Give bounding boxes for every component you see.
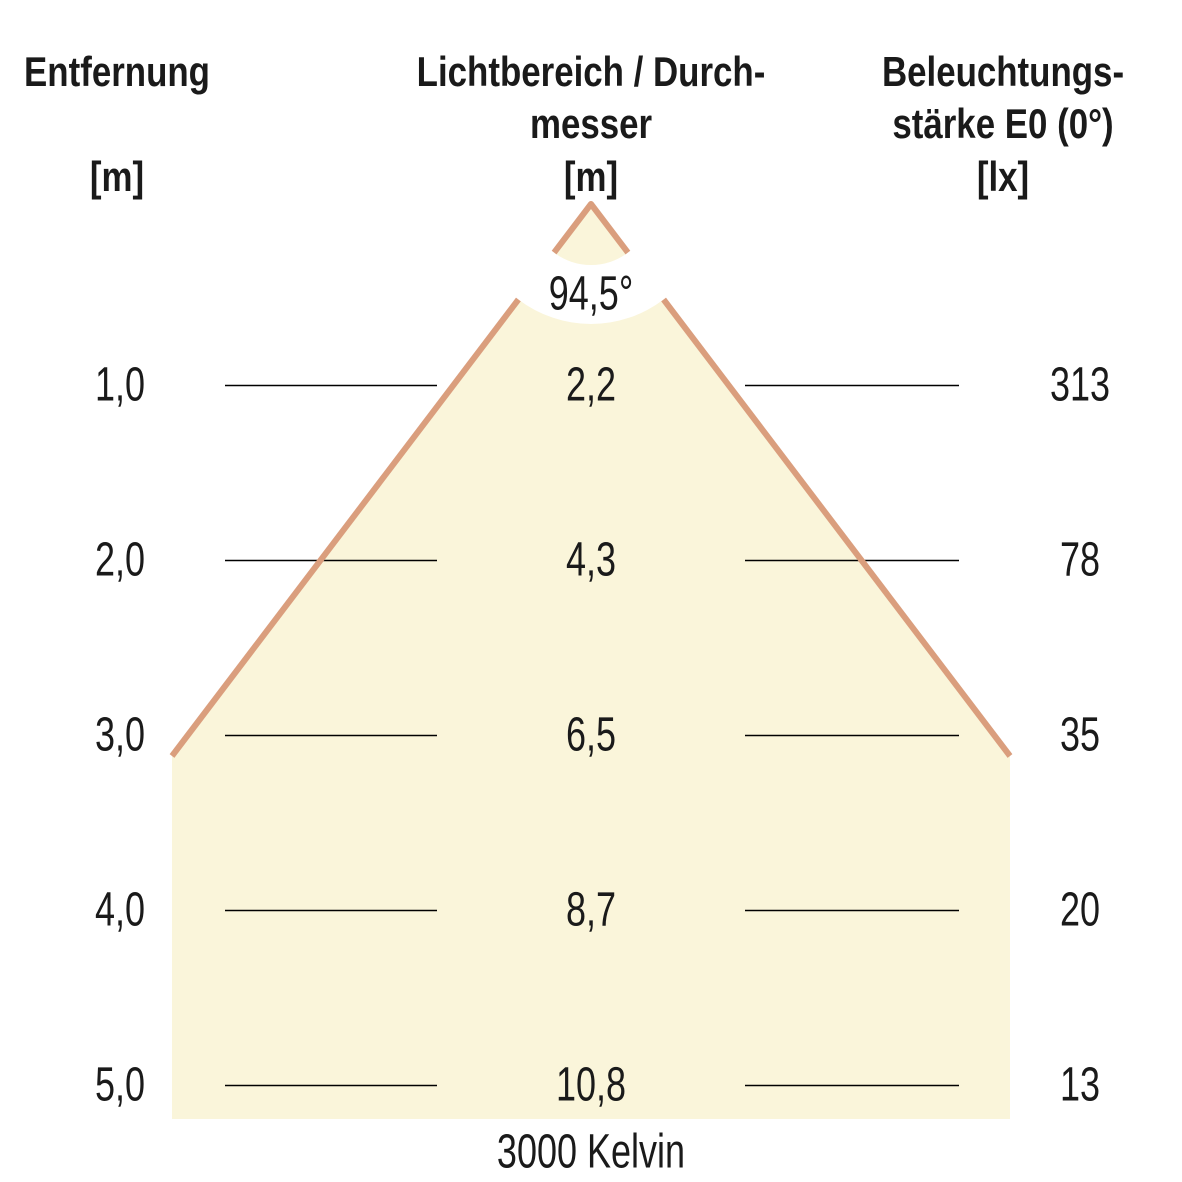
row-distance-value: 1,0 [94, 358, 146, 412]
row-diameter-value: 6,5 [565, 708, 617, 762]
row-distance-value: 3,0 [94, 708, 146, 762]
row-diameter-value: 4,3 [565, 533, 617, 587]
light-cone-apex-edge-stroke [551, 201, 631, 255]
row-illuminance-value: 78 [1059, 533, 1101, 587]
row-diameter-value: 2,2 [565, 358, 617, 412]
color-temperature-label: 3000 Kelvin [496, 1125, 686, 1179]
header-diameter-title2: messer [529, 100, 653, 147]
row-illuminance-value: 20 [1059, 883, 1101, 937]
row-diameter-value: 10,8 [555, 1058, 627, 1112]
header-diameter-title: Lichtbereich / Durch- [416, 48, 766, 95]
light-cone-edge-left [169, 297, 521, 758]
row-illuminance-value: 13 [1059, 1058, 1101, 1112]
row-illuminance-value: 313 [1049, 358, 1111, 412]
row-distance-value: 2,0 [94, 533, 146, 587]
beam-angle-label: 94,5° [548, 267, 634, 321]
header-illuminance-title2: stärke E0 (0°) [892, 100, 1114, 147]
row-illuminance-value: 35 [1059, 708, 1101, 762]
row-distance-value: 4,0 [94, 883, 146, 937]
header-distance-unit: [m] [89, 153, 145, 200]
header-distance-title: Entfernung [24, 48, 210, 95]
light-cone-body [172, 299, 1010, 1119]
header-illuminance-title: Beleuchtungs- [881, 48, 1125, 95]
light-cone-apex-sector [554, 204, 628, 266]
header-diameter-unit: [m] [563, 153, 619, 200]
row-distance-value: 5,0 [94, 1058, 146, 1112]
light-cone-edge-right [661, 297, 1013, 758]
row-diameter-value: 8,7 [565, 883, 617, 937]
header-illuminance-unit: [lx] [976, 153, 1030, 200]
